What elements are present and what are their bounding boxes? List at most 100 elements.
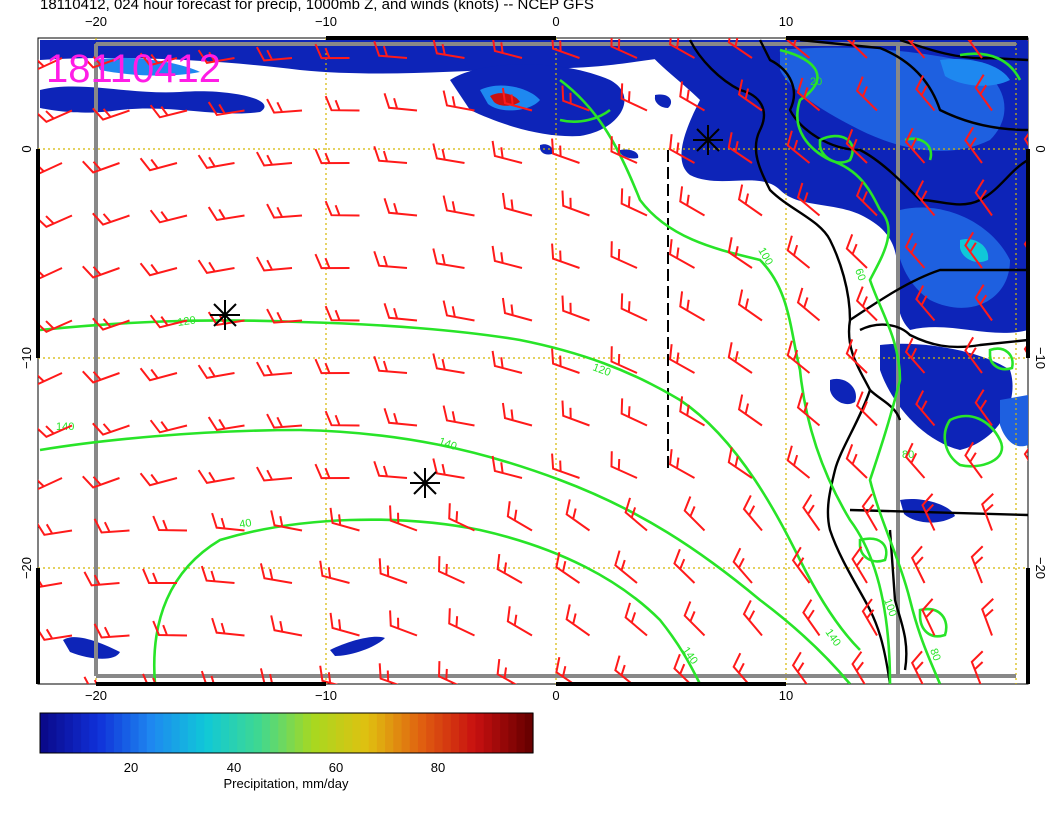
colorbar-swatch [64, 713, 74, 753]
colorbar-swatch [442, 713, 452, 753]
wind-barb [851, 651, 868, 684]
wind-barb [845, 443, 868, 479]
colorbar-swatch [196, 713, 205, 753]
wind-barb [904, 232, 926, 269]
wind-barb [610, 241, 638, 269]
colorbar-swatch [524, 713, 534, 753]
y-tick-right: −20 [1033, 557, 1048, 579]
marker-layer [210, 125, 723, 498]
wind-barb [855, 181, 878, 217]
wind-barb [389, 505, 418, 532]
colorbar-swatch [319, 713, 329, 753]
wind-barb [851, 546, 868, 584]
wind-barb [551, 453, 580, 479]
colorbar-swatch [261, 713, 271, 753]
wind-barb [383, 407, 418, 427]
wind-barb [673, 548, 696, 584]
wind-barb [142, 568, 178, 584]
wind-barb [1023, 231, 1028, 269]
colorbar-swatch [237, 713, 247, 753]
wind-barb [324, 200, 360, 217]
wind-barb [389, 610, 418, 637]
wind-barb [270, 615, 303, 637]
wind-barb [491, 38, 523, 59]
wind-barb [974, 179, 993, 217]
wind-barb [38, 109, 73, 124]
wind-barb [501, 192, 533, 217]
contour-label: 140 [437, 436, 458, 454]
wind-barb [679, 186, 706, 217]
wind-barb [786, 130, 811, 164]
wind-barb [796, 77, 821, 112]
colorbar-swatch [450, 713, 460, 753]
wind-barb [501, 297, 533, 322]
wind-barb [737, 79, 763, 112]
wind-barb [83, 571, 120, 587]
wind-barb [910, 650, 926, 684]
wind-barb [845, 128, 868, 164]
wind-barb [448, 608, 475, 637]
colorbar-swatch [434, 713, 444, 753]
wind-barb [1032, 179, 1056, 215]
colorbar-swatch [385, 713, 394, 753]
wind-barb [970, 545, 984, 584]
wind-barb [964, 336, 983, 374]
wind-barb [139, 157, 178, 172]
wind-barb [139, 52, 178, 67]
wind-barb [149, 209, 188, 224]
wind-barb [256, 46, 293, 62]
wind-barb [551, 348, 580, 374]
y-tick-left: −10 [19, 347, 34, 369]
wind-barb [561, 190, 590, 217]
wind-barb [791, 546, 811, 584]
wind-barb [373, 145, 408, 164]
colorbar-swatch [81, 713, 90, 753]
colorbar-swatch [344, 713, 353, 753]
wind-barb [727, 132, 753, 164]
x-tick-top: −20 [85, 14, 107, 29]
geopotential-contours [39, 48, 1022, 684]
wind-barb [373, 40, 408, 59]
wind-barb [197, 259, 235, 274]
wind-barb [197, 49, 235, 64]
axis-ticks-top: −20 −10 0 10 [85, 14, 793, 29]
colorbar-swatch [327, 713, 337, 753]
wind-barb [432, 353, 465, 374]
wind-barb [432, 458, 465, 479]
axis-ticks-left: 0 −10 −20 [19, 145, 34, 579]
wind-barb [964, 231, 983, 269]
wind-barb [668, 38, 695, 59]
wind-barb [796, 287, 821, 322]
wind-barb [727, 342, 753, 374]
colorbar-swatch [352, 713, 362, 753]
colorbar-swatch [475, 713, 485, 753]
colorbar-swatch [508, 713, 518, 753]
wind-barb [93, 518, 130, 534]
wind-barb [329, 612, 360, 637]
wind-barb [668, 239, 695, 269]
y-tick-right: −10 [1033, 347, 1048, 369]
wind-barb [256, 256, 293, 272]
wind-barb [679, 81, 706, 112]
wind-barb [152, 620, 188, 637]
wind-barb [38, 424, 73, 439]
wind-barb [565, 604, 591, 637]
wind-barb [92, 317, 130, 331]
wind-barb [149, 104, 188, 119]
wind-barb [624, 602, 648, 637]
wind-barb [683, 496, 706, 532]
axis-ticks-right: 0 −10 −20 [1033, 145, 1048, 579]
colorbar-swatch [187, 713, 197, 753]
wind-barb [737, 394, 763, 427]
wind-barb [620, 293, 648, 322]
contour-label: 120 [177, 315, 197, 329]
wind-barb [1023, 126, 1028, 164]
colorbar-swatch [426, 713, 435, 753]
wind-barb [855, 286, 878, 322]
wind-barb [668, 134, 695, 164]
wind-barb [981, 493, 994, 531]
wind-barb [1040, 599, 1056, 636]
wind-barb [915, 75, 936, 112]
colorbar-swatch [278, 713, 288, 753]
wind-barb [802, 494, 821, 532]
